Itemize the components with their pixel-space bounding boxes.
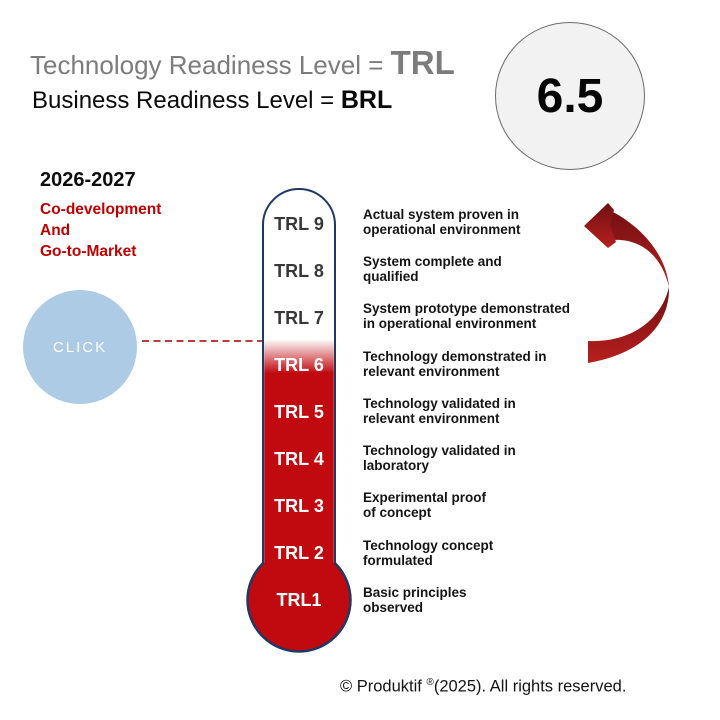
timeline-block: 2026-2027 Co-development And Go-to-Marke… [40, 169, 161, 262]
page-title-trl: Technology Readiness Level = TRL [30, 44, 455, 82]
trl-desc-5: Technology validated in relevant environ… [363, 396, 516, 426]
curved-arrow-icon [584, 203, 670, 363]
copyright-suffix: (2025). All rights reserved. [433, 677, 627, 696]
score-value: 6.5 [536, 69, 604, 123]
trl-desc-7: System prototype demonstrated in operati… [363, 301, 571, 331]
title-trl-acronym: TRL [390, 44, 455, 81]
trl-desc-1: Basic principles observed [363, 585, 467, 615]
score-badge: 6.5 [495, 22, 645, 170]
timeline-years: 2026-2027 [40, 169, 136, 191]
thermometer-fill [264, 339, 334, 567]
timeline-line-3: Go-to-Market [40, 243, 137, 260]
trl-desc-9: Actual system proven in operational envi… [363, 207, 521, 237]
trl-label-3: TRL 3 [274, 496, 324, 516]
click-button[interactable]: CLICK [23, 290, 137, 404]
trl-label-7: TRL 7 [274, 308, 324, 328]
trl-label-8: TRL 8 [274, 261, 324, 281]
title-trl-text: Technology Readiness Level = [30, 50, 391, 80]
page-title-brl: Business Readiness Level = BRL [32, 86, 392, 115]
registered-mark-icon: ® [426, 677, 434, 688]
title-brl-text: Business Readiness Level = [32, 87, 341, 114]
trl-label-6: TRL 6 [274, 355, 324, 375]
copyright-prefix: © Produktif [340, 677, 427, 696]
trl-label-1: TRL1 [276, 590, 322, 610]
trl-label-9: TRL 9 [274, 214, 324, 234]
trl-desc-2: Technology concept formulated [363, 538, 494, 568]
click-button-label: CLICK [52, 338, 108, 356]
trl-label-2: TRL 2 [274, 543, 324, 563]
trl-desc-4: Technology validated in laboratory [363, 443, 516, 473]
copyright-text: © Produktif ®(2025). All rights reserved… [340, 677, 626, 697]
title-brl-acronym: BRL [340, 86, 393, 114]
trl-label-5: TRL 5 [274, 402, 324, 422]
timeline-line-1: Co-development [40, 201, 162, 218]
trl-label-4: TRL 4 [274, 449, 324, 469]
timeline-line-2: And [40, 222, 71, 239]
trl-desc-3: Experimental proof of concept [363, 490, 487, 520]
trl-desc-8: System complete and qualified [363, 254, 502, 284]
trl-desc-6: Technology demonstrated in relevant envi… [363, 349, 547, 379]
